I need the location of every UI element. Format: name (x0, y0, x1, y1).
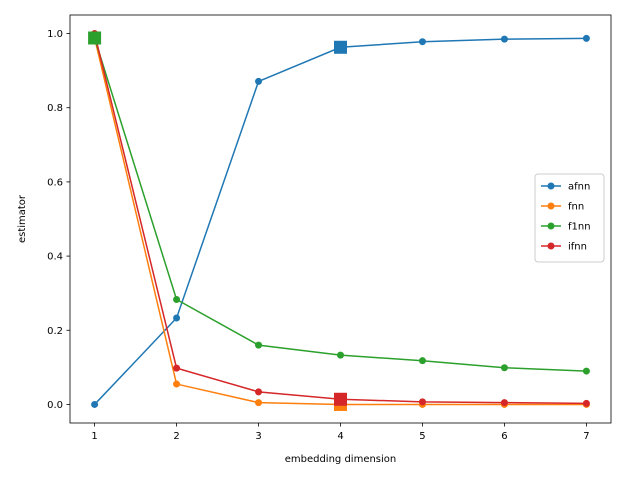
y-tick-label: 1.0 (47, 29, 63, 40)
data-point-ifnn (255, 388, 263, 396)
data-point-ifnn (582, 399, 590, 407)
data-point-fnn (255, 399, 263, 407)
data-point-afnn (500, 35, 508, 43)
legend: afnn fnn f1nn ifnn (534, 173, 605, 263)
data-point-f1nn (337, 351, 344, 359)
data-point-ifnn (418, 398, 426, 406)
highlight-marker-afnn (334, 40, 347, 54)
plot-area (88, 30, 590, 411)
legend-marker-afnn (547, 182, 555, 190)
data-point-afnn (582, 34, 590, 42)
highlight-marker-f1nn (88, 31, 102, 45)
legend-label-ifnn: ifnn (568, 242, 587, 253)
data-point-f1nn (582, 367, 590, 375)
series-f1nn (91, 34, 590, 375)
y-axis-label: estimator (17, 194, 28, 243)
series-line-f1nn (93, 37, 587, 372)
highlight-marker-ifnn (334, 392, 347, 406)
y-tick-label: 0.6 (47, 177, 63, 188)
x-tick-label: 6 (501, 431, 507, 442)
data-point-f1nn (173, 295, 181, 303)
data-point-fnn (173, 380, 181, 388)
legend-box (534, 173, 605, 263)
data-point-afnn (91, 400, 99, 408)
data-point-f1nn (500, 364, 508, 372)
legend-marker-fnn (547, 202, 555, 210)
series-line-fnn (93, 37, 587, 406)
x-tick-label: 2 (173, 431, 179, 442)
y-tick-label: 0.2 (47, 326, 63, 337)
legend-label-fnn: fnn (568, 202, 584, 213)
x-tick-label: 7 (583, 431, 589, 442)
y-tick-label: 0.4 (47, 252, 63, 263)
x-tick-label: 1 (91, 431, 97, 442)
data-point-afnn (173, 314, 181, 322)
y-tick-label: 0.0 (47, 400, 63, 411)
legend-label-afnn: afnn (568, 182, 590, 193)
series-ifnn (91, 30, 590, 407)
data-point-afnn (418, 38, 426, 46)
data-point-ifnn (173, 364, 181, 372)
x-axis-label: embedding dimension (285, 454, 397, 465)
legend-label-f1nn: f1nn (568, 222, 591, 233)
data-point-afnn (255, 77, 263, 85)
data-point-f1nn (255, 341, 263, 349)
x-tick-label: 5 (419, 431, 425, 442)
x-tick-label: 3 (255, 431, 261, 442)
x-tick-label: 4 (337, 431, 343, 442)
legend-marker-f1nn (547, 222, 555, 230)
legend-marker-ifnn (547, 242, 555, 250)
y-tick-label: 0.8 (47, 103, 63, 114)
data-point-f1nn (418, 357, 426, 365)
data-point-ifnn (500, 399, 508, 407)
axes: 1 2 3 4 5 6 7 0.0 0.2 0.4 0.6 0.8 1.0 embedding dimen… (17, 14, 612, 465)
